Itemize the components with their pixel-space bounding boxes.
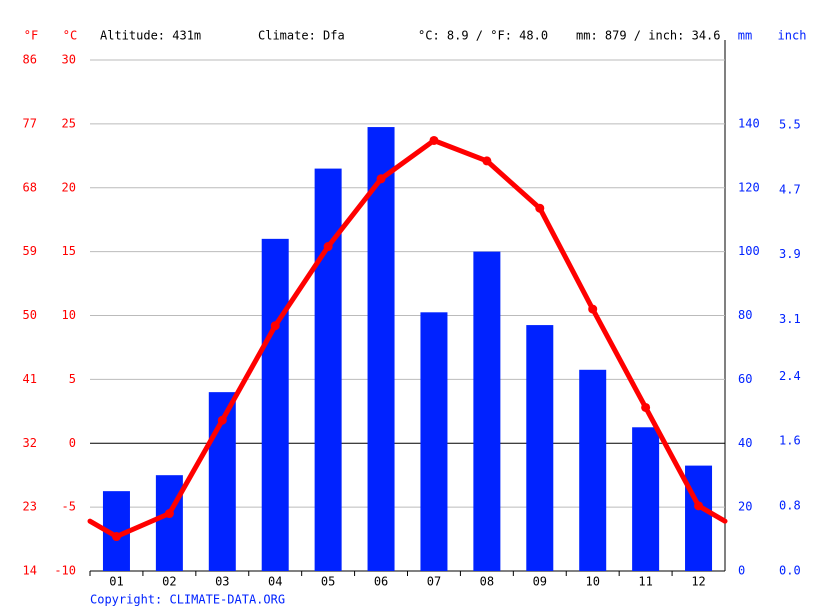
y2-tick-label: 80 (738, 308, 752, 322)
bar (314, 168, 342, 571)
y3-tick-label: 50 (23, 308, 37, 322)
y2-tick-label: 140 (738, 116, 760, 130)
temperature-point (270, 321, 280, 331)
y3-tick-label: 68 (23, 180, 37, 194)
x-tick-label: 02 (162, 575, 176, 589)
y4-tick-label: 0.0 (779, 564, 801, 578)
temperature-point (376, 174, 386, 184)
y-tick-label: 10 (62, 308, 76, 322)
bar (632, 427, 660, 571)
x-tick-label: 03 (215, 575, 229, 589)
temperature-point (323, 242, 333, 252)
header-info: Climate: Dfa (258, 29, 345, 43)
y-tick-label: -10 (54, 564, 76, 578)
y-tick-label: -5 (62, 500, 76, 514)
header-info: °C: 8.9 / °F: 48.0 (418, 29, 548, 43)
x-tick-label: 11 (638, 575, 652, 589)
y3-tick-label: 59 (23, 244, 37, 258)
temperature-point (164, 509, 174, 519)
y2-tick-label: 100 (738, 244, 760, 258)
line-wrap (696, 503, 728, 524)
y-tick-label: 20 (62, 180, 76, 194)
y4-tick-label: 3.9 (779, 247, 801, 261)
header-info: Altitude: 431m (100, 29, 201, 43)
temperature-point (482, 156, 492, 166)
x-tick-label: 06 (374, 575, 388, 589)
y4-tick-label: 1.6 (779, 434, 801, 448)
bar (685, 465, 713, 571)
bar (367, 127, 395, 571)
x-tick-label: 07 (427, 575, 441, 589)
y-tick-label: 30 (62, 53, 76, 67)
bar (261, 238, 289, 571)
line-wrap (87, 518, 119, 540)
bar (579, 369, 607, 571)
temperature-point (111, 532, 121, 542)
y3-tick-label: 86 (23, 53, 37, 67)
temperature-point (694, 501, 704, 511)
axis-unit: °F (24, 29, 38, 43)
y3-tick-label: 14 (23, 564, 37, 578)
y3-tick-label: 32 (23, 436, 37, 450)
bar (473, 251, 501, 571)
x-tick-label: 04 (268, 575, 282, 589)
x-tick-label: 09 (533, 575, 547, 589)
temperature-point (641, 402, 651, 412)
y4-tick-label: 0.8 (779, 499, 801, 513)
temperature-point (217, 415, 227, 425)
temperature-point (588, 304, 598, 314)
y2-tick-label: 0 (738, 564, 745, 578)
x-tick-label: 01 (109, 575, 123, 589)
y3-tick-label: 23 (23, 500, 37, 514)
y2-tick-label: 60 (738, 372, 752, 386)
temperature-line (115, 137, 701, 539)
axis-unit: inch (778, 29, 807, 43)
y2-tick-label: 20 (738, 500, 752, 514)
y2-tick-label: 40 (738, 436, 752, 450)
y3-tick-label: 77 (23, 116, 37, 130)
axis-unit: °C (63, 29, 77, 43)
header-info: mm: 879 / inch: 34.6 (576, 29, 721, 43)
axis-unit: mm (738, 29, 752, 43)
bar (420, 312, 448, 571)
bar (526, 325, 554, 571)
temperature-point (535, 203, 545, 213)
temperature-point (429, 135, 439, 145)
x-tick-label: 08 (480, 575, 494, 589)
y-tick-label: 25 (62, 116, 76, 130)
y4-tick-label: 4.7 (779, 182, 801, 196)
y-tick-label: 15 (62, 244, 76, 258)
y4-tick-label: 3.1 (779, 312, 801, 326)
y-tick-label: 5 (69, 372, 76, 386)
y3-tick-label: 41 (23, 372, 37, 386)
y4-tick-label: 2.4 (779, 369, 801, 383)
x-tick-label: 05 (321, 575, 335, 589)
x-tick-label: 12 (691, 575, 705, 589)
bar (155, 475, 183, 571)
y2-tick-label: 120 (738, 180, 760, 194)
y-tick-label: 0 (69, 436, 76, 450)
y4-tick-label: 5.5 (779, 117, 801, 131)
x-tick-label: 10 (585, 575, 599, 589)
copyright: Copyright: CLIMATE-DATA.ORG (90, 593, 285, 607)
